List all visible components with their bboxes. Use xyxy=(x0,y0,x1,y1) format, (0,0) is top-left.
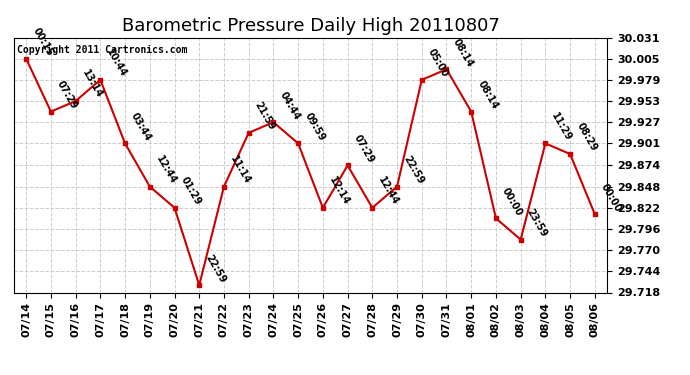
Text: Copyright 2011 Cartronics.com: Copyright 2011 Cartronics.com xyxy=(17,45,187,55)
Text: 11:29: 11:29 xyxy=(549,111,573,142)
Text: 09:59: 09:59 xyxy=(302,111,326,142)
Text: 00:00: 00:00 xyxy=(599,182,623,213)
Text: 07:29: 07:29 xyxy=(352,133,376,165)
Text: 07:29: 07:29 xyxy=(55,79,79,111)
Text: 00:00: 00:00 xyxy=(500,186,524,218)
Text: 05:00: 05:00 xyxy=(426,47,450,79)
Text: 00:15: 00:15 xyxy=(30,26,55,58)
Text: 01:29: 01:29 xyxy=(179,175,203,207)
Text: 21:59: 21:59 xyxy=(253,100,277,132)
Text: 08:14: 08:14 xyxy=(475,79,500,111)
Text: 23:59: 23:59 xyxy=(525,207,549,239)
Text: 08:29: 08:29 xyxy=(574,121,598,153)
Text: 08:14: 08:14 xyxy=(451,36,475,69)
Text: 22:59: 22:59 xyxy=(401,154,425,186)
Text: 12:44: 12:44 xyxy=(377,175,401,207)
Text: 10:44: 10:44 xyxy=(104,47,128,79)
Title: Barometric Pressure Daily High 20110807: Barometric Pressure Daily High 20110807 xyxy=(121,16,500,34)
Text: 03:44: 03:44 xyxy=(129,111,153,142)
Text: 12:14: 12:14 xyxy=(327,175,351,207)
Text: 13:14: 13:14 xyxy=(80,68,104,100)
Text: 22:59: 22:59 xyxy=(204,252,228,284)
Text: 11:14: 11:14 xyxy=(228,154,253,186)
Text: 12:44: 12:44 xyxy=(154,154,178,186)
Text: 04:44: 04:44 xyxy=(277,90,302,122)
